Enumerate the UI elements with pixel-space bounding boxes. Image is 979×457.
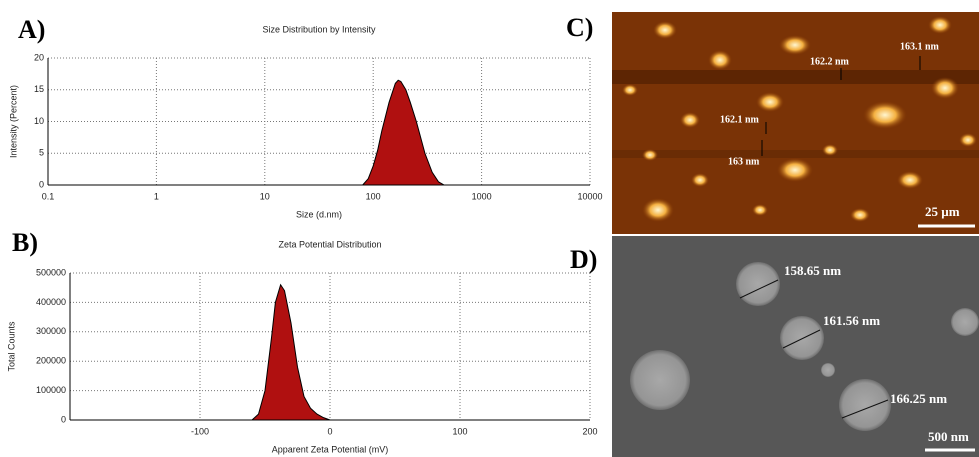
y-tick-label: 5 bbox=[39, 148, 44, 158]
annotation: 161.56 nm bbox=[823, 313, 880, 328]
page: 162.2 nm 163.1 nm 162.1 nm 163 nm 25 µm … bbox=[0, 0, 979, 457]
annotation: 163.1 nm bbox=[900, 41, 940, 52]
annotation: 162.1 nm bbox=[720, 114, 760, 125]
x-axis-label: Size (d.nm) bbox=[296, 209, 342, 219]
panel-label: A) bbox=[18, 15, 45, 44]
y-tick-label: 300000 bbox=[36, 326, 66, 336]
y-axis-label: Total Counts bbox=[6, 321, 16, 372]
annotation: 158.65 nm bbox=[784, 263, 841, 278]
y-tick-label: 0 bbox=[39, 179, 44, 189]
x-tick-label: 200 bbox=[582, 426, 597, 436]
y-tick-label: 200000 bbox=[36, 356, 66, 366]
figure: 162.2 nm 163.1 nm 162.1 nm 163 nm 25 µm … bbox=[0, 0, 979, 457]
area bbox=[363, 80, 444, 185]
y-tick-label: 15 bbox=[34, 84, 44, 94]
y-tick-label: 10 bbox=[34, 116, 44, 126]
chart-title: Size Distribution by Intensity bbox=[262, 24, 376, 34]
sem-image: 158.65 nm 161.56 nm 166.25 nm 500 nm bbox=[612, 236, 979, 457]
x-tick-label: 10000 bbox=[577, 191, 602, 201]
x-tick-label: -100 bbox=[191, 426, 209, 436]
scale-bar-label: 500 nm bbox=[928, 429, 969, 444]
x-tick-label: 0.1 bbox=[42, 191, 55, 201]
x-axis-label: Apparent Zeta Potential (mV) bbox=[272, 444, 389, 454]
annotation: 162.2 nm bbox=[810, 56, 850, 67]
x-tick-label: 1000 bbox=[472, 191, 492, 201]
x-tick-label: 0 bbox=[327, 426, 332, 436]
panel-label: D) bbox=[570, 245, 597, 274]
x-tick-label: 100 bbox=[452, 426, 467, 436]
panel-label: C) bbox=[566, 13, 593, 42]
annotation: 166.25 nm bbox=[890, 391, 947, 406]
area bbox=[252, 285, 330, 420]
y-tick-label: 100000 bbox=[36, 385, 66, 395]
y-tick-label: 20 bbox=[34, 52, 44, 62]
y-tick-label: 400000 bbox=[36, 297, 66, 307]
y-axis-label: Intensity (Percent) bbox=[8, 85, 18, 158]
panel-label: B) bbox=[12, 228, 38, 257]
annotation: 163 nm bbox=[728, 156, 760, 167]
y-tick-label: 0 bbox=[61, 414, 66, 424]
scale-bar-label: 25 µm bbox=[925, 204, 960, 219]
y-tick-label: 500000 bbox=[36, 267, 66, 277]
x-tick-label: 10 bbox=[260, 191, 270, 201]
afm-image: 162.2 nm 163.1 nm 162.1 nm 163 nm 25 µm bbox=[612, 12, 979, 234]
x-tick-label: 1 bbox=[154, 191, 159, 201]
x-tick-label: 100 bbox=[366, 191, 381, 201]
chart-title: Zeta Potential Distribution bbox=[278, 239, 381, 249]
